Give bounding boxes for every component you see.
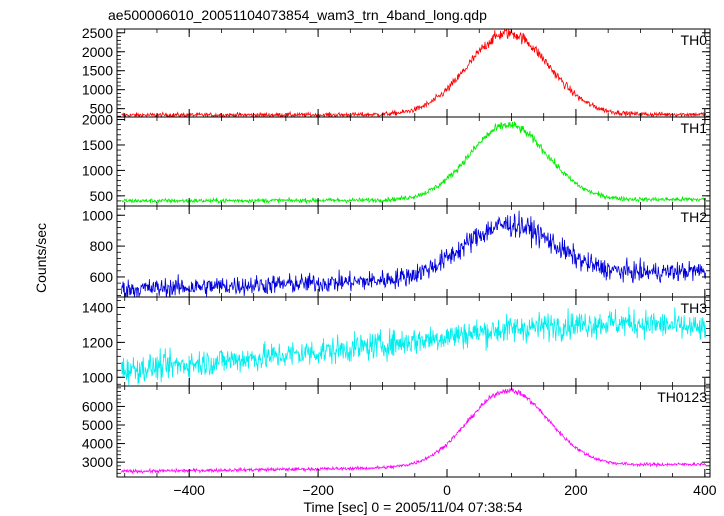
y-tick-label: 2000 [82,44,113,60]
x-tick-label: 200 [564,482,588,498]
x-tick-label: 400 [693,482,717,498]
series-line-th0123 [121,387,707,475]
panel-th2: 600 800 1000 TH2 [82,205,711,298]
panels-group: 500 1000 1500 2000 2500 TH0 500 1000 1500 2000 TH1… [82,25,711,478]
y-tick-label: 4000 [82,436,113,452]
y-tick-label: 800 [90,238,114,254]
y-tick-label: 1000 [82,207,113,223]
x-axis: −400 −200 0 200 400 [173,482,716,498]
y-tick-label: 1200 [82,334,113,350]
panel-frame [116,385,711,478]
panel-th0: 500 1000 1500 2000 2500 TH0 [82,25,711,118]
series-line-th1 [121,121,707,205]
series-label: TH0 [681,32,708,48]
y-tick-label: 500 [90,101,114,117]
y-tick-label: 2000 [82,112,113,128]
chart-title: ae500006010_20051104073854_wam3_trn_4ban… [108,7,487,23]
y-axis-label: Counts/sec [33,223,49,293]
y-tick-label: 1500 [82,137,113,153]
series-label: TH3 [681,300,708,316]
y-tick-label: 2500 [82,25,113,41]
x-tick-label: −400 [173,482,205,498]
y-tick-label: 1400 [82,299,113,315]
x-tick-label: −200 [302,482,334,498]
x-axis-label: Time [sec] 0 = 2005/11/04 07:38:54 [303,499,522,515]
y-tick-label: 6000 [82,398,113,414]
y-tick-label: 500 [90,188,114,204]
series-line-th3 [121,306,707,386]
series-label: TH1 [681,120,708,136]
panel-frame [116,205,711,298]
y-tick-label: 3000 [82,454,113,470]
y-tick-label: 1500 [82,63,113,79]
y-tick-label: 1000 [82,162,113,178]
y-tick-label: 1000 [82,369,113,385]
series-label: TH0123 [657,389,707,405]
y-tick-label: 600 [90,269,114,285]
series-label: TH2 [681,209,708,225]
panel-th0123: 3000 4000 5000 6000 TH0123 [82,385,711,478]
series-line-th0 [121,29,707,117]
x-tick-label: 0 [443,482,451,498]
y-tick-label: 5000 [82,417,113,433]
y-tick-label: 1000 [82,82,113,98]
panel-frame [116,28,711,118]
panel-th1: 500 1000 1500 2000 TH1 [82,112,711,207]
panel-frame [116,116,711,207]
series-line-th2 [121,210,707,297]
panel-th3: 1000 1200 1400 TH3 [82,296,711,387]
